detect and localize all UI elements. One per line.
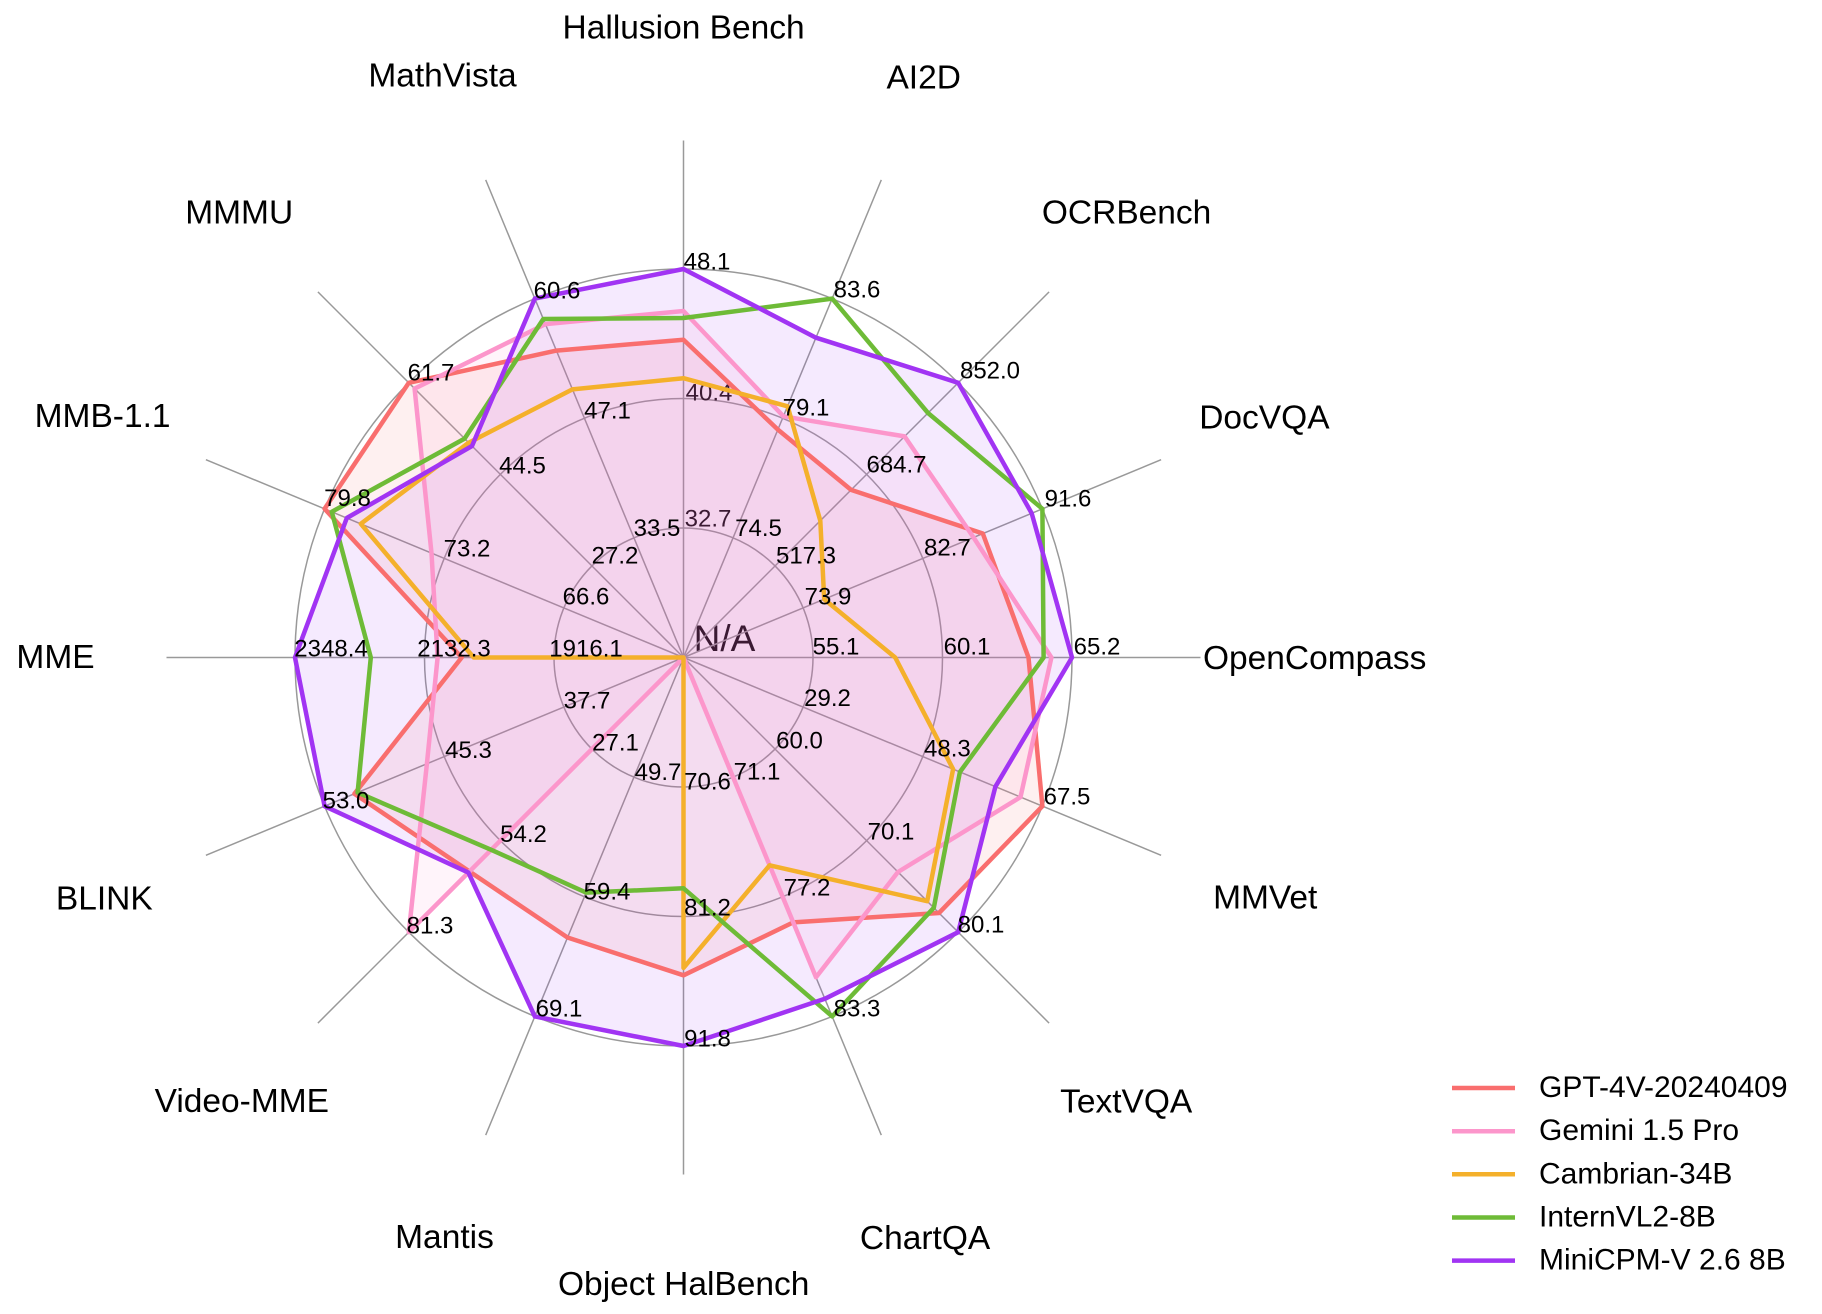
svg-text:48.3: 48.3: [924, 736, 971, 763]
svg-text:27.2: 27.2: [592, 543, 639, 570]
svg-text:InternVL2-8B: InternVL2-8B: [1539, 1201, 1716, 1234]
svg-text:MMB-1.1: MMB-1.1: [35, 398, 171, 435]
svg-text:Gemini 1.5 Pro: Gemini 1.5 Pro: [1539, 1114, 1739, 1147]
svg-text:37.7: 37.7: [564, 688, 611, 715]
svg-text:61.7: 61.7: [408, 360, 455, 387]
svg-text:65.2: 65.2: [1074, 634, 1121, 661]
svg-text:60.0: 60.0: [776, 728, 823, 755]
svg-text:MiniCPM-V 2.6 8B: MiniCPM-V 2.6 8B: [1539, 1244, 1786, 1277]
svg-text:Cambrian-34B: Cambrian-34B: [1539, 1157, 1732, 1190]
svg-text:ChartQA: ChartQA: [860, 1220, 991, 1257]
svg-text:67.5: 67.5: [1044, 784, 1091, 811]
svg-text:Mantis: Mantis: [395, 1219, 494, 1256]
svg-text:69.1: 69.1: [536, 996, 583, 1023]
svg-text:83.3: 83.3: [834, 996, 881, 1023]
svg-text:BLINK: BLINK: [56, 880, 153, 917]
svg-text:53.0: 53.0: [323, 788, 370, 815]
svg-text:60.6: 60.6: [534, 278, 581, 305]
svg-text:852.0: 852.0: [960, 358, 1020, 385]
svg-text:AI2D: AI2D: [886, 60, 960, 97]
svg-text:79.8: 79.8: [324, 485, 371, 512]
svg-text:54.2: 54.2: [500, 821, 547, 848]
svg-text:45.3: 45.3: [445, 737, 492, 764]
svg-text:73.9: 73.9: [805, 584, 852, 611]
svg-text:70.1: 70.1: [868, 819, 915, 846]
svg-text:2348.4: 2348.4: [294, 636, 367, 663]
svg-text:47.1: 47.1: [584, 398, 631, 425]
svg-text:81.3: 81.3: [407, 913, 454, 940]
svg-text:91.6: 91.6: [1045, 486, 1092, 513]
svg-text:N/A: N/A: [694, 618, 756, 659]
svg-text:27.1: 27.1: [592, 730, 639, 757]
svg-text:55.1: 55.1: [813, 634, 860, 661]
svg-text:80.1: 80.1: [958, 912, 1005, 939]
svg-text:517.3: 517.3: [776, 543, 836, 570]
svg-text:33.5: 33.5: [634, 515, 681, 542]
svg-text:79.1: 79.1: [783, 395, 830, 422]
svg-text:Hallusion Bench: Hallusion Bench: [563, 9, 805, 46]
svg-text:29.2: 29.2: [804, 685, 851, 712]
svg-text:MMVet: MMVet: [1213, 880, 1318, 917]
svg-text:MathVista: MathVista: [368, 58, 517, 95]
svg-text:70.6: 70.6: [684, 769, 731, 796]
svg-text:60.1: 60.1: [944, 634, 991, 661]
svg-text:83.6: 83.6: [834, 277, 881, 304]
svg-text:DocVQA: DocVQA: [1199, 399, 1330, 436]
svg-text:32.7: 32.7: [685, 506, 732, 533]
svg-text:59.4: 59.4: [584, 879, 631, 906]
svg-text:1916.1: 1916.1: [549, 636, 622, 663]
svg-text:684.7: 684.7: [866, 452, 926, 479]
svg-text:91.8: 91.8: [684, 1026, 731, 1053]
svg-text:49.7: 49.7: [635, 759, 682, 786]
svg-text:77.2: 77.2: [784, 875, 831, 902]
svg-text:73.2: 73.2: [444, 536, 491, 563]
svg-text:MMMU: MMMU: [185, 194, 293, 231]
svg-text:GPT-4V-20240409: GPT-4V-20240409: [1539, 1071, 1788, 1104]
svg-text:71.1: 71.1: [734, 759, 781, 786]
svg-text:TextVQA: TextVQA: [1060, 1084, 1193, 1121]
svg-text:MME: MME: [16, 639, 94, 676]
svg-text:2132.3: 2132.3: [417, 636, 490, 663]
svg-text:44.5: 44.5: [499, 453, 546, 480]
svg-text:74.5: 74.5: [735, 515, 782, 542]
svg-text:Video-MME: Video-MME: [155, 1083, 329, 1120]
svg-text:82.7: 82.7: [924, 535, 971, 562]
svg-text:81.2: 81.2: [684, 895, 731, 922]
svg-text:OpenCompass: OpenCompass: [1203, 640, 1426, 677]
svg-text:66.6: 66.6: [563, 584, 610, 611]
svg-text:OCRBench: OCRBench: [1042, 194, 1211, 231]
svg-text:Object HalBench: Object HalBench: [558, 1266, 809, 1303]
